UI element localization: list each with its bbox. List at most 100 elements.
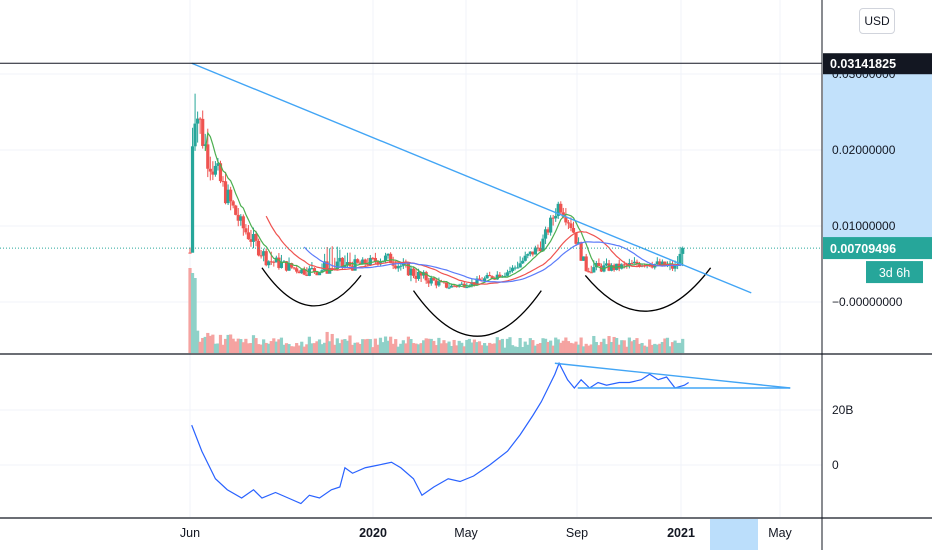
countdown-label: 3d 6h	[879, 266, 910, 280]
volume-bar	[678, 342, 682, 353]
volume-bar	[203, 336, 207, 353]
candle-body	[488, 275, 492, 277]
volume-bar	[460, 342, 464, 353]
candle	[549, 215, 553, 236]
candle-body	[302, 269, 306, 275]
volume-bar	[358, 343, 362, 353]
grid	[0, 0, 822, 517]
volume-bar	[632, 339, 637, 353]
volume-bar	[477, 341, 482, 353]
candle-body	[503, 275, 507, 277]
candle	[584, 253, 588, 272]
volume-bar	[500, 338, 504, 353]
volume-bar	[653, 343, 657, 353]
candle-body	[615, 263, 619, 270]
volume-bar	[495, 337, 499, 353]
volume-bar	[561, 340, 565, 353]
volume-bar	[267, 343, 271, 353]
candle-body	[338, 257, 342, 262]
candle-body	[635, 261, 639, 265]
candle-body	[673, 265, 677, 269]
candle	[300, 268, 304, 274]
volume-bar	[414, 343, 418, 353]
candle	[655, 257, 659, 267]
candle-body	[383, 255, 388, 261]
candle	[678, 246, 682, 264]
trendline	[191, 62, 752, 294]
candle-body	[538, 247, 543, 252]
candle	[503, 272, 507, 277]
volume-bar	[231, 338, 235, 353]
volume-bar	[442, 340, 446, 353]
candle	[556, 201, 560, 219]
volume-bar	[356, 342, 360, 353]
candle-body	[289, 263, 294, 268]
candle-body	[485, 275, 489, 279]
candle-body	[389, 253, 393, 264]
moving-average-line	[204, 131, 684, 288]
volume-bar	[658, 343, 662, 353]
volume-bar	[676, 342, 680, 353]
candle-body	[358, 262, 362, 264]
candle-body	[305, 274, 309, 276]
volume-bar	[655, 344, 659, 353]
volume-bar	[533, 345, 537, 353]
volume-bar	[190, 273, 195, 353]
candle-body	[460, 283, 464, 285]
candle-body	[516, 267, 520, 269]
candle-body	[607, 263, 611, 271]
time-axis-label: Jun	[180, 526, 200, 540]
moving-average-line	[265, 215, 683, 285]
candle-body	[345, 262, 350, 266]
volume-bar	[660, 341, 664, 353]
candle	[521, 257, 525, 264]
candle	[571, 221, 576, 234]
volume-bar	[422, 340, 426, 353]
candle	[358, 260, 362, 264]
volume-bar	[526, 344, 530, 353]
volume-bar	[642, 345, 647, 353]
currency-button[interactable]: USD	[859, 8, 895, 34]
volume-bar	[663, 338, 667, 353]
candle-body	[549, 217, 553, 233]
candle-body	[630, 263, 634, 265]
volume-bar	[208, 335, 212, 353]
candle-body	[554, 215, 558, 219]
volume-bar	[564, 337, 568, 353]
candle-body	[592, 267, 596, 273]
volume-bar	[399, 343, 403, 353]
volume-bar	[637, 343, 642, 353]
candle	[254, 230, 258, 247]
candle-body	[531, 251, 535, 255]
volume-bar	[269, 341, 273, 353]
volume-bar	[256, 344, 261, 353]
candle	[279, 254, 284, 269]
volume-bar	[396, 346, 400, 353]
candle	[383, 252, 388, 264]
volume-bar	[465, 339, 469, 353]
candle	[627, 258, 631, 269]
candle-body	[658, 261, 662, 266]
candle-body	[272, 261, 276, 263]
volume-bar	[488, 342, 492, 353]
candle-body	[526, 254, 530, 256]
volume-bar	[302, 346, 306, 353]
volume-bar	[386, 340, 390, 353]
candle-body	[597, 262, 601, 267]
candle-body	[414, 275, 418, 279]
volume-bar	[368, 339, 372, 353]
volume-bar	[401, 340, 405, 353]
volume-bar	[490, 343, 494, 353]
volume-bar	[592, 335, 596, 353]
volume-bar	[373, 338, 377, 353]
candle	[460, 281, 464, 285]
volume-bar	[315, 341, 319, 353]
volume-bar	[630, 341, 634, 353]
candle-body	[399, 265, 403, 267]
candle	[295, 266, 299, 274]
candle-body	[483, 278, 487, 282]
candle	[396, 264, 400, 272]
candle	[343, 255, 347, 269]
